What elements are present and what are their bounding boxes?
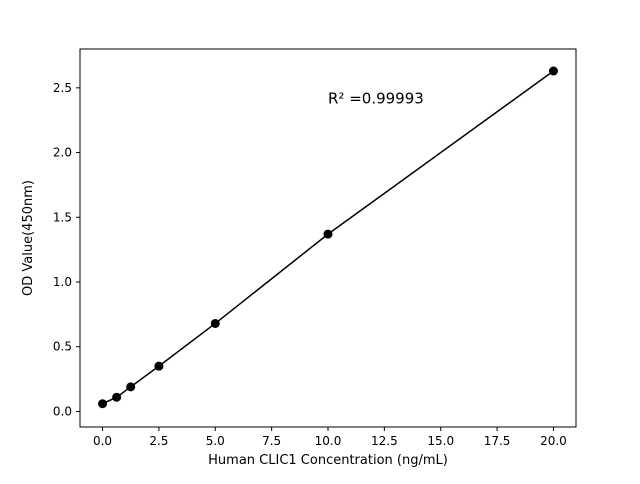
x-tick-label: 10.0: [315, 434, 342, 448]
x-tick-label: 5.0: [206, 434, 225, 448]
y-tick-label: 1.0: [53, 275, 72, 289]
y-tick-label: 0.5: [53, 340, 72, 354]
data-point: [154, 361, 164, 371]
data-point: [323, 229, 333, 239]
y-tick-label: 0.0: [53, 404, 72, 418]
y-tick-label: 2.5: [53, 81, 72, 95]
x-tick-label: 0.0: [93, 434, 112, 448]
y-tick-label: 1.5: [53, 210, 72, 224]
data-point: [98, 399, 108, 409]
r-squared-annotation: R² =0.99993: [328, 89, 424, 107]
x-axis-label: Human CLIC1 Concentration (ng/mL): [208, 453, 448, 468]
y-axis-label: OD Value(450nm): [21, 180, 36, 296]
data-point: [210, 318, 220, 328]
data-point: [548, 66, 558, 76]
x-tick-label: 7.5: [262, 434, 281, 448]
x-tick-label: 17.5: [484, 434, 511, 448]
data-point: [112, 392, 122, 402]
x-tick-label: 15.0: [427, 434, 454, 448]
x-tick-label: 20.0: [540, 434, 567, 448]
y-tick-label: 2.0: [53, 146, 72, 160]
x-tick-label: 2.5: [149, 434, 168, 448]
data-point: [126, 382, 136, 392]
x-tick-label: 12.5: [371, 434, 398, 448]
